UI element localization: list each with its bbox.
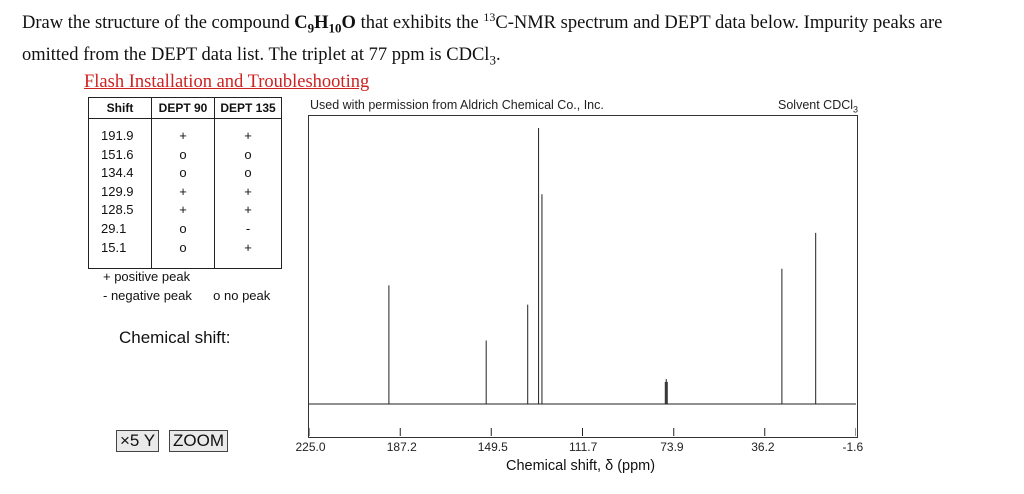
question-line-1: Draw the structure of the compound C9H10… <box>22 10 943 36</box>
shift-cell: 191.9 <box>101 128 134 143</box>
shift-cell: 129.9 <box>101 183 134 199</box>
nmr-spectrum-plot <box>308 115 858 438</box>
shift-cell: 29.1 <box>101 220 127 236</box>
dept135-cell: o <box>244 165 252 181</box>
legend-positive: + positive peak <box>103 269 191 284</box>
x-tick-label: 149.5 <box>477 440 508 454</box>
shift-cell: 151.6 <box>101 146 134 162</box>
spectrum-svg <box>308 128 857 436</box>
x-tick-label: 225.0 <box>295 440 326 454</box>
header-dept90: DEPT 90 <box>151 97 215 119</box>
x-tick-label: -1.6 <box>842 440 864 454</box>
dept135-cell: o <box>244 146 252 162</box>
dept90-cell: + <box>179 128 187 143</box>
dept90-cell: o <box>179 220 187 236</box>
dept90-cell: o <box>179 146 187 162</box>
x-tick-label: 187.2 <box>386 440 417 454</box>
solvent-label: Solvent CDCl3 <box>778 98 859 115</box>
zoom-button[interactable]: ZOOM <box>169 430 228 452</box>
x-tick-label: 73.9 <box>660 440 684 454</box>
legend-negative-row: - negative peak o no peak <box>103 288 270 303</box>
dept90-cell: o <box>179 165 187 181</box>
header-shift: Shift <box>88 97 152 119</box>
dept135-cell: + <box>244 239 252 255</box>
x-tick-label: 111.7 <box>569 440 598 454</box>
dept90-cell: o <box>179 239 187 255</box>
shift-cell: 134.4 <box>101 165 134 181</box>
question-line-2: omitted from the DEPT data list. The tri… <box>22 44 501 68</box>
shift-cell: 128.5 <box>101 202 134 218</box>
shift-cell: 15.1 <box>101 239 127 255</box>
molecular-formula: C9H10O <box>294 13 356 36</box>
dept90-cell: + <box>179 183 187 199</box>
flash-troubleshooting-link[interactable]: Flash Installation and Troubleshooting <box>84 72 370 92</box>
x-tick-label: 36.2 <box>751 440 775 454</box>
legend-no-peak: o no peak <box>213 288 271 303</box>
dept135-cell: + <box>244 128 252 143</box>
permission-note: Used with permission from Aldrich Chemic… <box>310 98 604 112</box>
x5-y-zoom-button[interactable]: ×5 Y <box>116 430 160 452</box>
x-axis-title: Chemical shift, δ (ppm) <box>506 458 656 474</box>
legend-negative: - negative peak <box>103 288 192 303</box>
question-text: Draw the structure of the compound C9H10… <box>22 4 1012 74</box>
dept135-cell: + <box>244 183 252 199</box>
header-dept135: DEPT 135 <box>214 97 282 119</box>
dept90-column: + o o + + o o <box>151 118 215 269</box>
dept135-cell: - <box>245 220 251 236</box>
dept135-column: + o o + + - + <box>214 118 282 269</box>
shift-column: 191.9 151.6 134.4 129.9 128.5 29.1 15.1 <box>88 118 152 269</box>
chemical-shift-label: Chemical shift: <box>119 328 231 347</box>
dept135-cell: + <box>244 202 252 218</box>
dept90-cell: + <box>179 202 187 218</box>
dept-data-table: Shift DEPT 90 DEPT 135 191.9 151.6 134.4… <box>88 97 282 269</box>
